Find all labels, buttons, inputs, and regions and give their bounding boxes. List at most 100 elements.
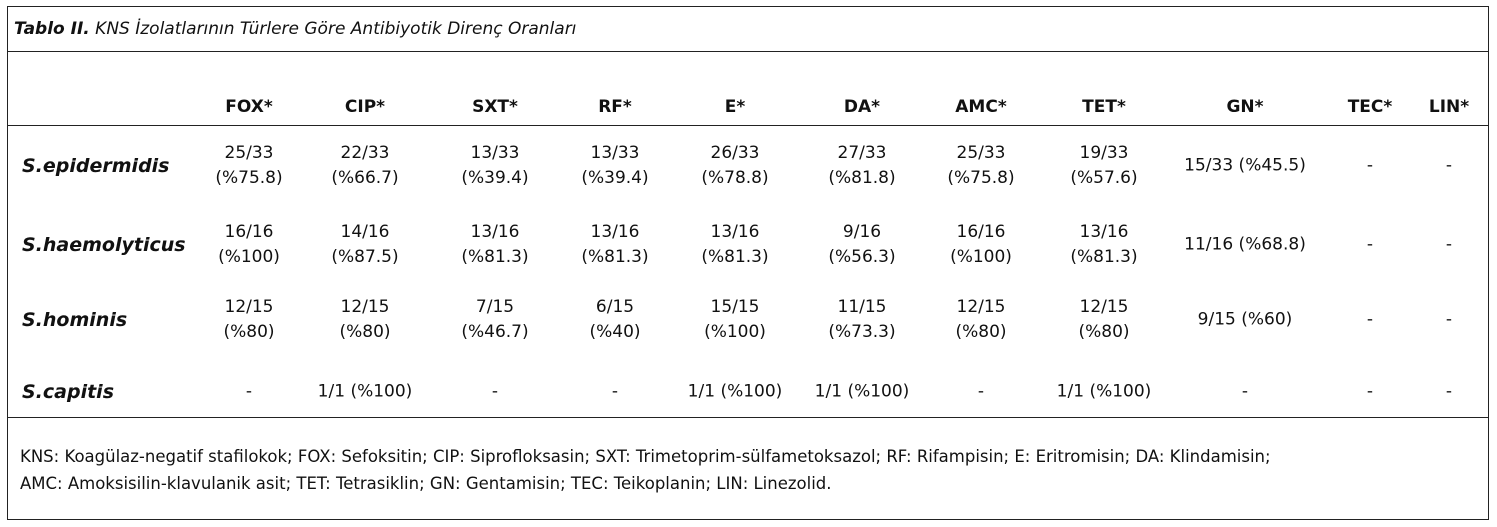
table-cell-line: 1/1 (%100)	[1056, 381, 1152, 402]
table-cell-line: 25/33	[224, 143, 274, 163]
table-cell-line: (%56.3)	[828, 247, 896, 267]
table-cell-line: -	[977, 381, 985, 402]
table-cell-line: (%81.3)	[701, 247, 769, 267]
table-cell-line: 13/16	[1079, 222, 1129, 242]
table-cell-line: 12/15	[956, 297, 1006, 317]
table-cell-line: (%80)	[1078, 322, 1130, 342]
table-cell: -	[1367, 308, 1373, 333]
table-cell: 13/16 (%81.3)	[701, 220, 768, 270]
table-cell: 12/15 (%80)	[955, 295, 1006, 345]
table-cell-line: (%100)	[950, 247, 1012, 267]
table-cell-line: 13/16	[470, 222, 520, 242]
table-frame	[7, 6, 1489, 520]
table-cell-line: 25/33	[956, 143, 1006, 163]
table-cell: 13/16 (%81.3)	[581, 220, 648, 270]
table-cell: -	[1446, 233, 1452, 258]
table-cell: 13/33 (%39.4)	[581, 141, 648, 191]
table-cell-line: (%81.3)	[581, 247, 649, 267]
table-cell: -	[1242, 380, 1248, 405]
table-cell-line: -	[611, 381, 619, 402]
table-cell: 16/16 (%100)	[950, 220, 1012, 270]
table-cell-line: 6/15	[595, 297, 635, 317]
table-cell-line: 9/16	[842, 222, 882, 242]
table-cell-line: (%46.7)	[461, 322, 529, 342]
table-cell: 7/15 (%46.7)	[461, 295, 528, 345]
caption-divider	[7, 51, 1489, 52]
table-cell-line: (%81.3)	[461, 247, 529, 267]
table-cell-line: 15/33 (%45.5)	[1184, 155, 1306, 176]
table-cell: -	[492, 380, 498, 405]
table-cell: 1/1 (%100)	[815, 380, 910, 405]
table-cell-line: -	[1445, 381, 1453, 402]
table-cell: 25/33 (%75.8)	[215, 141, 282, 191]
table-cell-line: 12/15	[224, 297, 274, 317]
table-cell: -	[246, 380, 252, 405]
table-cell-line: -	[1445, 309, 1453, 330]
table-cell-line: 19/33	[1079, 143, 1129, 163]
table-cell-line: 22/33	[340, 143, 390, 163]
table-cell: -	[1446, 308, 1452, 333]
table-cell-line: 1/1 (%100)	[814, 381, 910, 402]
table-cell-line: (%73.3)	[828, 322, 896, 342]
table-cell-line: (%81.3)	[1070, 247, 1138, 267]
table-cell-line: 11/15	[837, 297, 887, 317]
table-cell-line: 11/16 (%68.8)	[1184, 234, 1306, 255]
column-header: TEC*	[1347, 97, 1393, 117]
table-cell-line: 13/33	[590, 143, 640, 163]
table-cell: 16/16 (%100)	[218, 220, 280, 270]
table-caption-label: Tablo II.	[14, 19, 90, 39]
table-cell-line: -	[1366, 309, 1374, 330]
table-cell-line: (%80)	[223, 322, 275, 342]
table-cell-line: (%57.6)	[1070, 168, 1138, 188]
table-cell-line: (%80)	[339, 322, 391, 342]
table-cell: 27/33 (%81.8)	[828, 141, 895, 191]
table-cell-line: -	[1366, 381, 1374, 402]
table-cell: 1/1 (%100)	[688, 380, 783, 405]
table-cell-line: 14/16	[340, 222, 390, 242]
table-cell: -	[978, 380, 984, 405]
table-cell-line: -	[1445, 234, 1453, 255]
column-header: SXT*	[472, 97, 518, 117]
column-header: LIN*	[1428, 97, 1470, 117]
footnote-line-1: KNS: Koagülaz-negatif stafilokok; FOX: S…	[20, 447, 1271, 466]
table-cell: 11/16 (%68.8)	[1184, 233, 1306, 258]
row-label: S.capitis	[22, 381, 115, 403]
table-cell: 11/15 (%73.3)	[828, 295, 895, 345]
table-footnote: KNS: Koagülaz-negatif stafilokok; FOX: S…	[20, 443, 1482, 497]
table-cell-line: -	[1366, 155, 1374, 176]
column-header: AMC*	[955, 97, 1007, 117]
table-cell: -	[1446, 154, 1452, 179]
table-cell-line: 26/33	[710, 143, 760, 163]
column-header: FOX*	[225, 97, 273, 117]
table-cell-line: (%87.5)	[331, 247, 399, 267]
table-cell: 22/33 (%66.7)	[331, 141, 398, 191]
table-cell-line: 1/1 (%100)	[317, 381, 413, 402]
table-cell-line: 13/16	[590, 222, 640, 242]
row-label: S.haemolyticus	[22, 234, 186, 256]
column-header: DA*	[843, 97, 881, 117]
table-cell: 26/33 (%78.8)	[701, 141, 768, 191]
table-cell-line: (%80)	[955, 322, 1007, 342]
column-header: CIP*	[344, 97, 386, 117]
table-cell: 1/1 (%100)	[318, 380, 413, 405]
table-cell: -	[1367, 154, 1373, 179]
table-cell: -	[612, 380, 618, 405]
table-cell-line: 12/15	[340, 297, 390, 317]
table-caption-title: KNS İzolatlarının Türlere Göre Antibiyot…	[95, 19, 577, 39]
table-cell-line: -	[1366, 234, 1374, 255]
table-cell: 12/15 (%80)	[339, 295, 390, 345]
table-cell-line: (%40)	[589, 322, 641, 342]
header-divider	[7, 125, 1489, 126]
table-cell-line: 13/33	[470, 143, 520, 163]
table-cell: 13/33 (%39.4)	[461, 141, 528, 191]
table-cell-line: (%39.4)	[461, 168, 529, 188]
table-cell-line: -	[245, 381, 253, 402]
table-cell-line: -	[491, 381, 499, 402]
column-header: E*	[724, 97, 746, 117]
table-cell: 13/16 (%81.3)	[461, 220, 528, 270]
table-cell: -	[1446, 380, 1452, 405]
table-cell: 14/16 (%87.5)	[331, 220, 398, 270]
table-cell-line: 27/33	[837, 143, 887, 163]
table-cell-line: 16/16	[224, 222, 274, 242]
table-cell-line: (%75.8)	[215, 168, 283, 188]
